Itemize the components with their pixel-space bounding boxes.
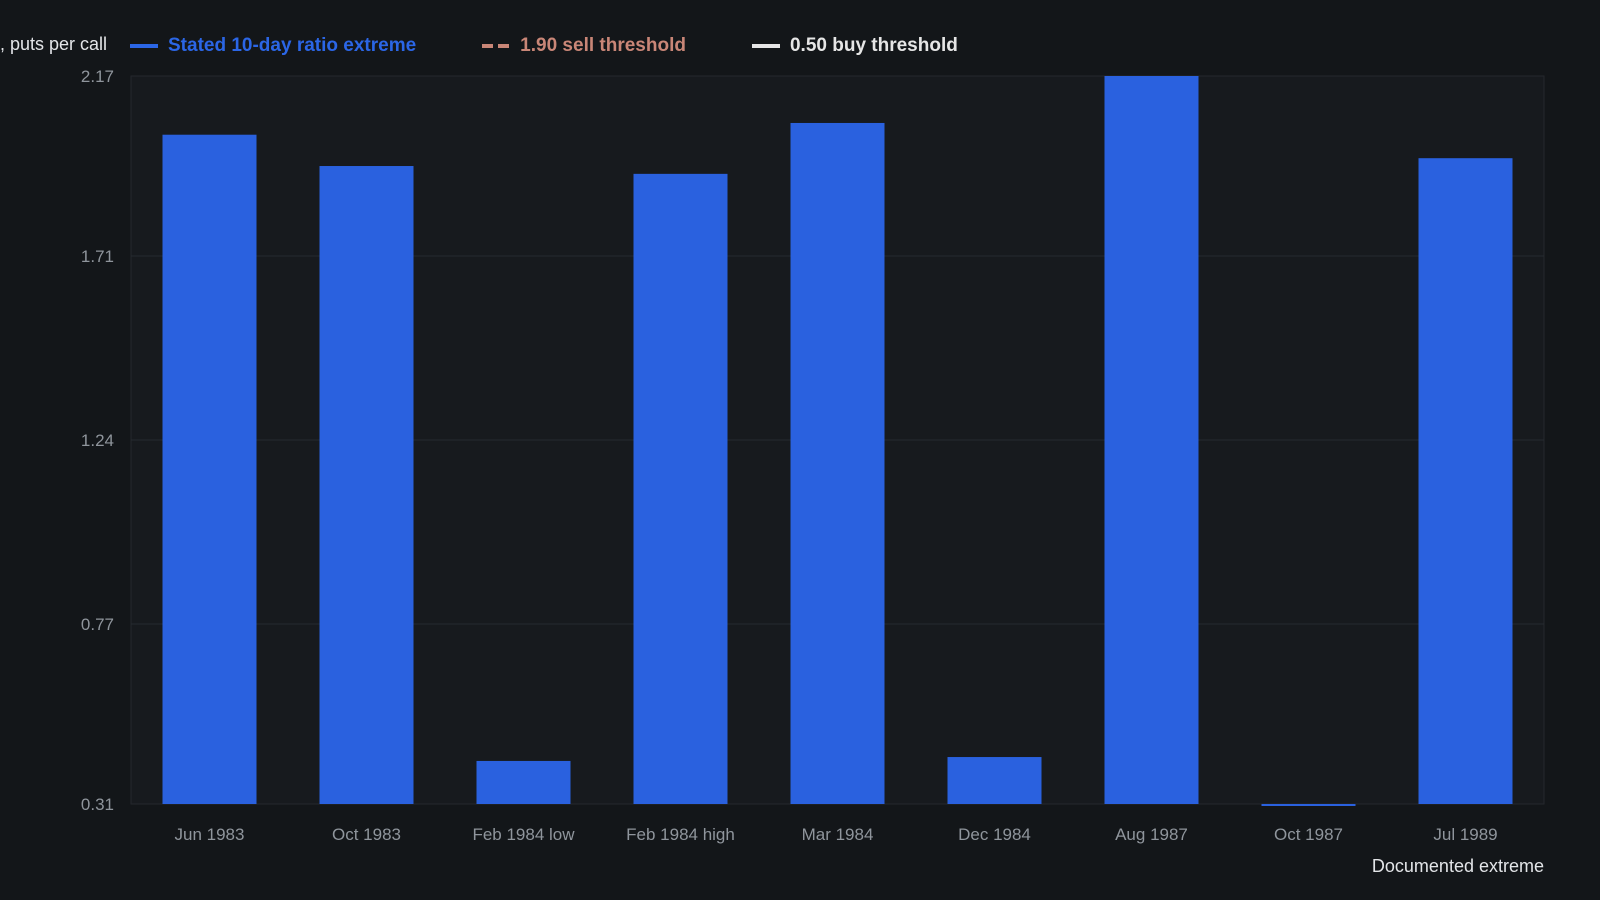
bar-feb-1984-low[interactable]	[476, 760, 571, 804]
bar-oct-1983[interactable]	[319, 166, 414, 805]
y-tick-label: 0.77	[81, 615, 114, 634]
y-axis-label: , puts per call	[0, 34, 108, 54]
x-tick-label: Jul 1989	[1433, 825, 1497, 844]
legend-item-sell-threshold[interactable]: 1.90 sell threshold	[482, 34, 686, 58]
legend-label-ratio: Stated 10-day ratio extreme	[168, 35, 417, 56]
legend-item-buy-threshold[interactable]: 0.50 buy threshold	[751, 34, 958, 58]
legend-item-ratio[interactable]: Stated 10-day ratio extreme	[130, 34, 416, 58]
x-tick-label: Oct 1983	[332, 825, 401, 844]
legend-swatch-solid-blue-icon	[130, 34, 160, 58]
y-tick-label: 0.31	[81, 795, 114, 814]
y-tick-label: 2.17	[81, 67, 114, 86]
bar-jul-1989[interactable]	[1418, 158, 1513, 804]
legend-label-sell-threshold: 1.90 sell threshold	[520, 35, 686, 56]
y-tick-label: 1.71	[81, 247, 114, 266]
x-tick-label: Jun 1983	[175, 825, 245, 844]
x-tick-label: Feb 1984 low	[472, 825, 575, 844]
bars	[162, 76, 1513, 806]
bar-aug-1987[interactable]	[1104, 76, 1199, 804]
x-axis-label: Documented extreme	[1371, 856, 1544, 876]
x-tick-label: Aug 1987	[1115, 825, 1188, 844]
bar-feb-1984-high[interactable]	[633, 173, 728, 804]
bar-dec-1984[interactable]	[947, 757, 1042, 804]
y-tick-label: 1.24	[81, 431, 114, 450]
bar-oct-1987[interactable]	[1261, 804, 1356, 806]
x-tick-label: Mar 1984	[802, 825, 874, 844]
legend: Stated 10-day ratio extreme 1.90 sell th…	[130, 34, 1024, 58]
legend-label-buy-threshold: 0.50 buy threshold	[789, 35, 958, 56]
x-tick-label: Feb 1984 high	[626, 825, 735, 844]
x-tick-label: Dec 1984	[958, 825, 1031, 844]
bar-mar-1984[interactable]	[790, 122, 885, 804]
legend-swatch-solid-white-icon	[751, 34, 782, 58]
y-axis-ticks: 0.31 0.77 1.24 1.71 2.17	[81, 67, 114, 814]
x-tick-label: Oct 1987	[1274, 825, 1343, 844]
x-axis-ticks: Jun 1983 Oct 1983 Feb 1984 low Feb 1984 hig…	[175, 825, 1498, 844]
legend-swatch-dashed-icon	[482, 34, 513, 58]
bar-jun-1983[interactable]	[162, 134, 257, 805]
